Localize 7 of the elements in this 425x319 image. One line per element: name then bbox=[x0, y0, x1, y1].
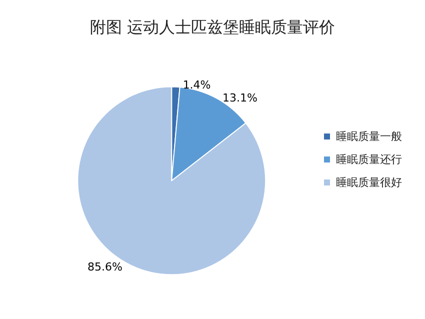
legend-label: 睡眠质量很好 bbox=[336, 176, 402, 189]
data-label: 13.1% bbox=[222, 91, 258, 104]
data-label: 1.4% bbox=[182, 78, 211, 92]
legend-label: 睡眠质量还行 bbox=[336, 153, 402, 166]
chart-title: 附图 运动人士匹兹堡睡眠质量评价 bbox=[90, 18, 336, 36]
legend-label: 睡眠质量一般 bbox=[336, 130, 402, 143]
data-label: 85.6% bbox=[87, 260, 122, 274]
